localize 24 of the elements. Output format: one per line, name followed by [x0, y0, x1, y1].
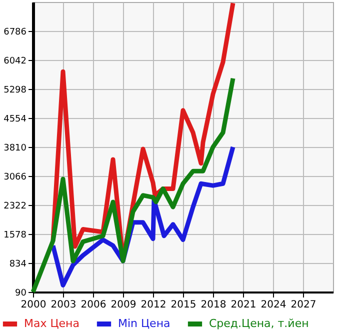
- x-tick-label: 2000: [20, 300, 46, 310]
- y-tick-label: 6786: [4, 28, 27, 38]
- y-tick-label: 3066: [4, 172, 27, 182]
- legend-label: Min Цена: [118, 317, 170, 330]
- x-tick-label: 2006: [80, 300, 106, 310]
- y-tick-label: 3810: [4, 144, 27, 154]
- x-tick-label: 2012: [140, 300, 166, 310]
- x-tick-label: 2024: [260, 300, 286, 310]
- x-tick-label: 2027: [290, 300, 316, 310]
- y-tick-label: 4554: [4, 114, 27, 124]
- y-tick-label: 2322: [4, 202, 26, 212]
- x-tick-label: 2021: [230, 300, 256, 310]
- legend-label: Сред.Цена, т.йен: [209, 317, 309, 330]
- x-tick-label: 2009: [110, 300, 136, 310]
- y-tick-label: 90: [15, 288, 27, 298]
- x-tick-label: 2015: [170, 300, 196, 310]
- y-tick-label: 1578: [4, 230, 27, 240]
- legend-label: Max Цена: [24, 317, 80, 330]
- y-tick-label: 834: [9, 260, 27, 270]
- line-series: [30, 76, 236, 294]
- y-tick-label: 5298: [4, 86, 27, 96]
- y-tick-label: 6042: [4, 56, 26, 66]
- x-tick-label: 2003: [50, 300, 76, 310]
- x-tick-label: 2018: [200, 300, 226, 310]
